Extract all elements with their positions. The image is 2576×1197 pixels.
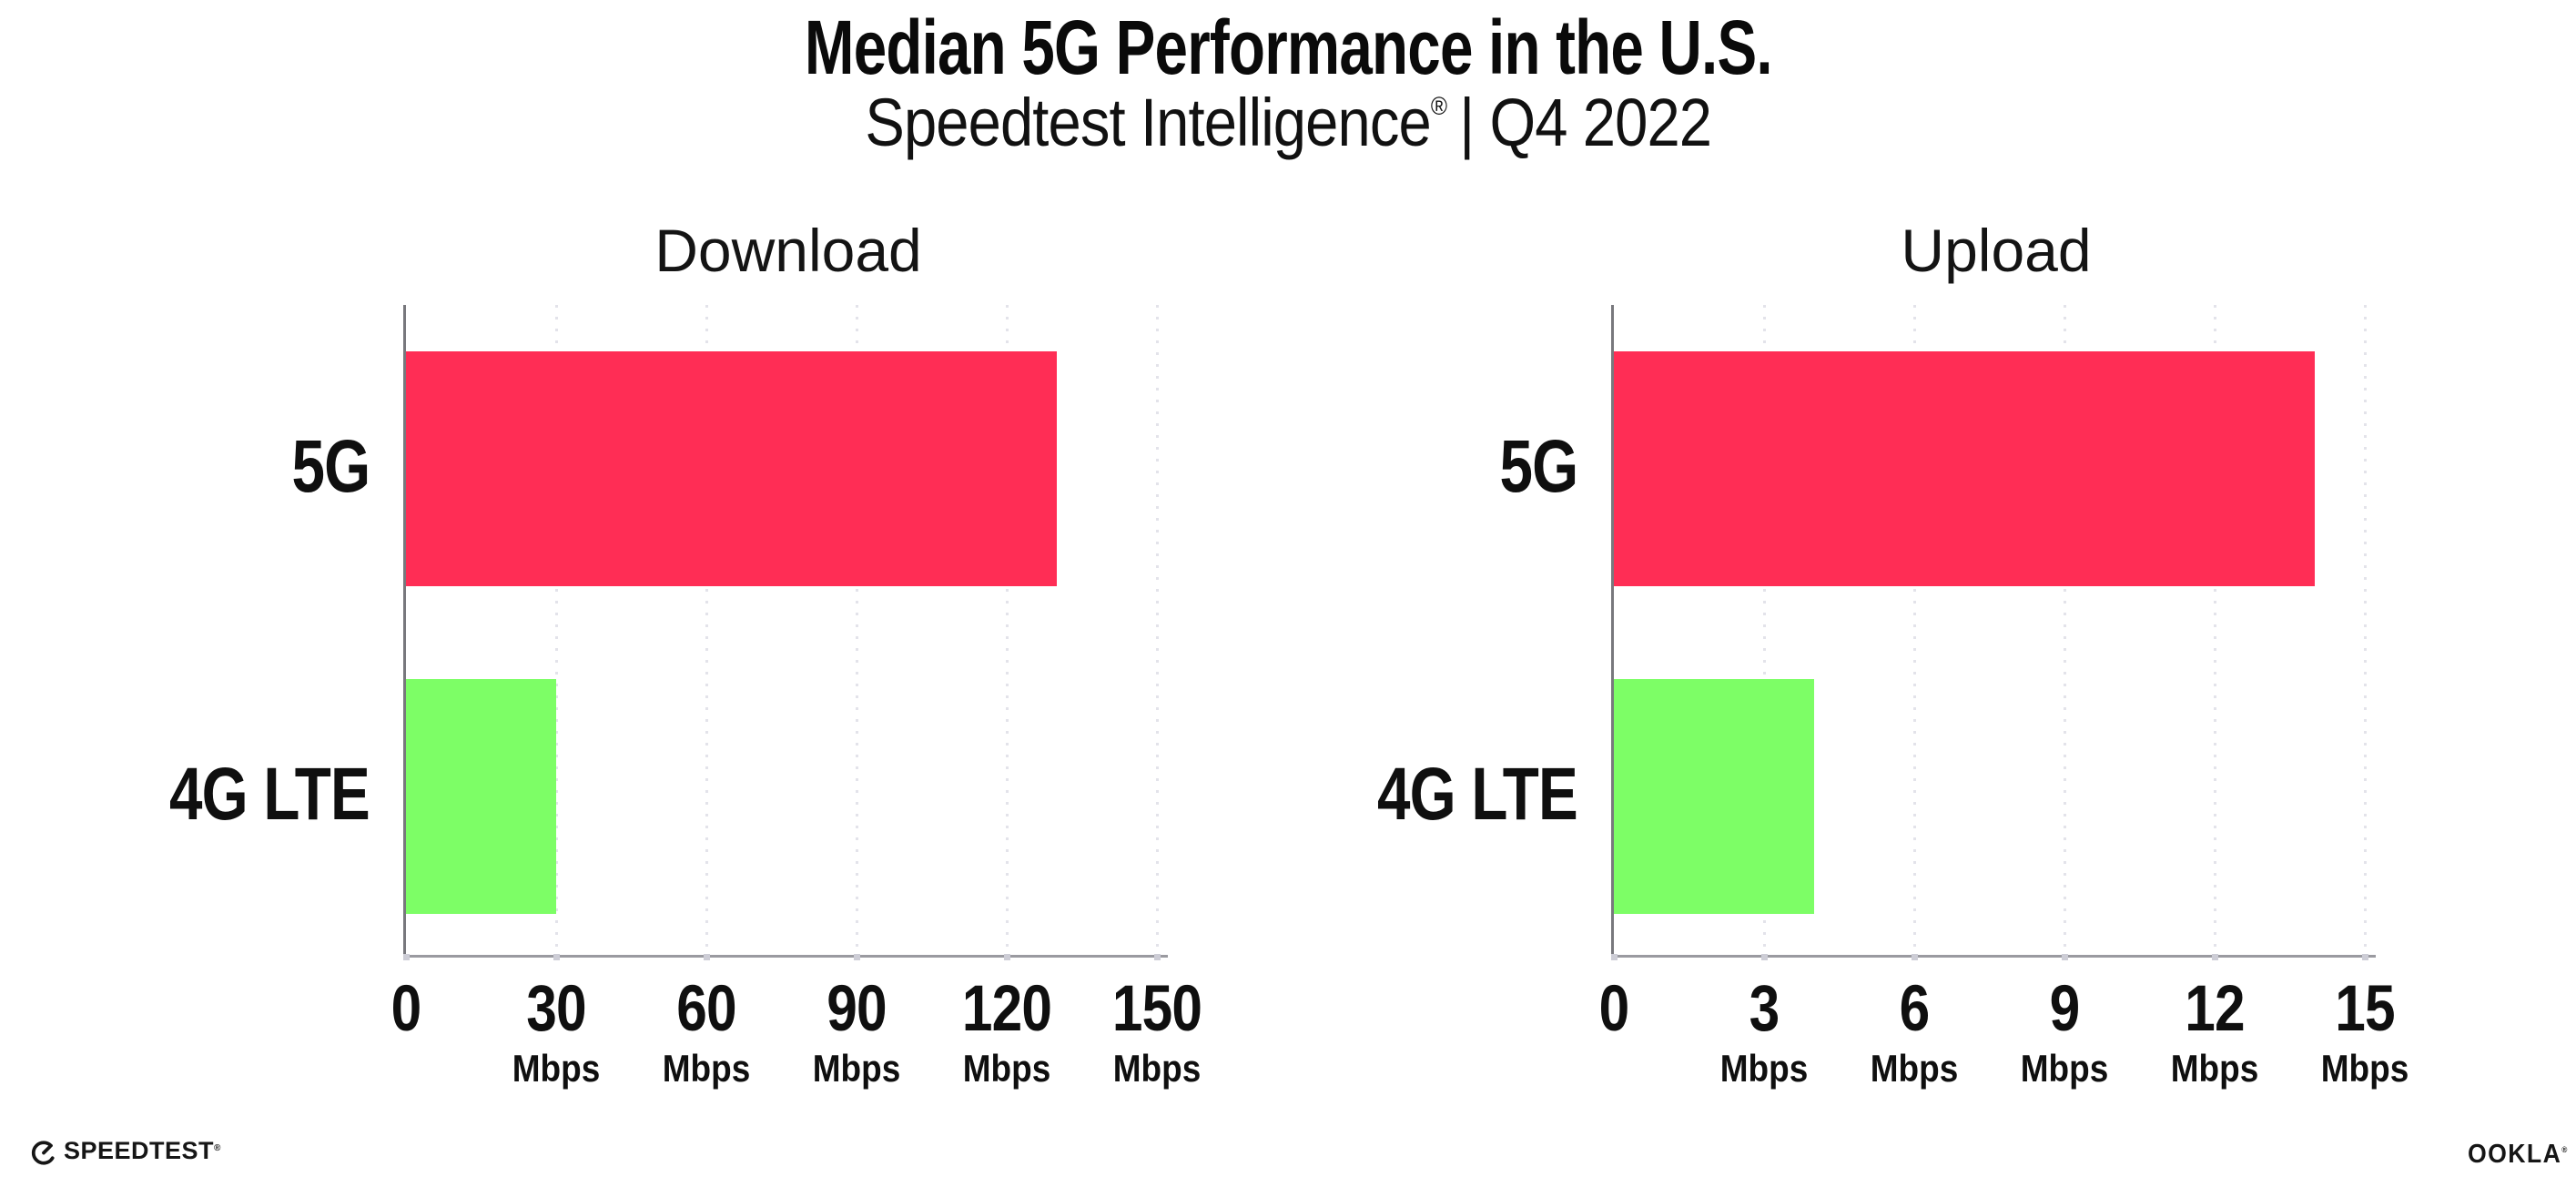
axis-tick-dot-30 — [553, 954, 560, 960]
subtitle-brand: Speedtest Intelligence — [865, 85, 1431, 160]
x-tick-0: 0 — [1597, 977, 1632, 1041]
x-tick-value: 60 — [676, 973, 736, 1045]
ookla-wordmark-text: OOKLA — [2468, 1140, 2562, 1169]
x-tick-90: 90 Mbps — [806, 977, 907, 1088]
subtitle-quarter: | Q4 2022 — [1458, 85, 1712, 160]
bar-5g — [406, 351, 1057, 586]
gridline-9 — [2063, 305, 2066, 955]
x-tick-value: 15 — [2335, 973, 2395, 1045]
x-tick-unit: Mbps — [512, 1047, 601, 1090]
x-tick-value: 0 — [390, 973, 422, 1045]
axis-tick-dot-120 — [1003, 954, 1010, 960]
category-label-4g-lte: 4G LTE — [119, 752, 370, 837]
chart-title-download: Download — [654, 217, 922, 284]
ookla-logo: OOKLA® — [2468, 1140, 2576, 1170]
gridline-3 — [1762, 305, 1766, 955]
category-label-5g: 5G — [272, 424, 370, 510]
bar-4g-lte — [406, 679, 556, 914]
category-label-text: 4G LTE — [1377, 753, 1578, 837]
gridline-120 — [1005, 305, 1009, 955]
gridline-150 — [1155, 305, 1159, 955]
gridline-6 — [1912, 305, 1916, 955]
page-subtitle: Speedtest Intelligence® | Q4 2022 — [0, 84, 2576, 177]
x-tick-120: 120 Mbps — [954, 977, 1059, 1088]
x-tick-60: 60 Mbps — [656, 977, 756, 1088]
x-tick-unit: Mbps — [662, 1047, 751, 1090]
gridline-60 — [705, 305, 708, 955]
axis-tick-dot-6 — [1911, 954, 1918, 960]
x-tick-value: 90 — [827, 973, 887, 1045]
axis-tick-dot-60 — [703, 954, 710, 960]
chart-download: Download 5G 4G LTE 0 30 Mbps 60 Mbps 90 Mbps 120 Mb… — [169, 217, 1202, 1088]
x-tick-unit: Mbps — [1870, 1047, 1959, 1090]
ookla-trademark-icon: ® — [2561, 1145, 2569, 1154]
gridline-30 — [554, 305, 558, 955]
speedtest-logo: SPEEDTEST® — [30, 1137, 221, 1165]
axis-tick-dot-12 — [2211, 954, 2218, 960]
bar-4g-lte — [1614, 679, 1814, 914]
x-tick-15: 15 Mbps — [2315, 977, 2415, 1088]
category-label-text: 5G — [291, 425, 370, 509]
x-tick-unit: Mbps — [2170, 1047, 2259, 1090]
x-tick-value: 12 — [2185, 973, 2245, 1045]
axis-tick-dot-3 — [1760, 954, 1768, 960]
gridline-12 — [2213, 305, 2216, 955]
registered-trademark-icon: ® — [1430, 92, 1447, 120]
axis-tick-dot-0 — [1610, 954, 1618, 960]
x-tick-unit: Mbps — [962, 1047, 1051, 1090]
x-tick-unit: Mbps — [1112, 1047, 1202, 1090]
x-tick-value: 150 — [1111, 973, 1202, 1045]
axis-tick-dot-15 — [2361, 954, 2368, 960]
category-label-4g-lte: 4G LTE — [1327, 752, 1578, 837]
page-title-text: Median 5G Performance in the U.S. — [804, 5, 1773, 90]
x-tick-0: 0 — [389, 977, 424, 1041]
gridline-90 — [855, 305, 858, 955]
chart-title-upload: Upload — [1901, 217, 2092, 284]
x-tick-value: 30 — [526, 973, 586, 1045]
axis-tick-dot-150 — [1153, 954, 1161, 960]
axis-tick-dot-90 — [853, 954, 860, 960]
x-tick-unit: Mbps — [2320, 1047, 2409, 1090]
category-label-text: 4G LTE — [169, 753, 370, 837]
speedtest-gauge-icon — [31, 1140, 56, 1165]
x-tick-unit: Mbps — [2020, 1047, 2109, 1090]
category-label-text: 5G — [1499, 425, 1578, 509]
gridline-15 — [2363, 305, 2367, 955]
x-tick-9: 9 Mbps — [2014, 977, 2115, 1088]
x-tick-value: 120 — [961, 973, 1052, 1045]
page-title: Median 5G Performance in the U.S. — [0, 5, 2576, 89]
speedtest-wordmark: SPEEDTEST® — [64, 1137, 221, 1165]
chart-upload: Upload 5G 4G LTE 0 3 Mbps 6 Mbps 9 Mbps 12 Mbps 15 Mb… — [1377, 217, 2409, 1088]
axis-tick-dot-0 — [402, 954, 410, 960]
x-tick-150: 150 Mbps — [1104, 977, 1209, 1088]
x-tick-12: 12 Mbps — [2165, 977, 2265, 1088]
x-tick-3: 3 Mbps — [1714, 977, 1814, 1088]
x-tick-value: 3 — [1749, 973, 1780, 1045]
x-tick-value: 9 — [2049, 973, 2081, 1045]
page-subtitle-text: Speedtest Intelligence® | Q4 2022 — [865, 84, 1712, 177]
x-tick-value: 0 — [1598, 973, 1630, 1045]
x-tick-6: 6 Mbps — [1864, 977, 1964, 1088]
category-label-5g: 5G — [1480, 424, 1578, 510]
speedtest-wordmark-text: SPEEDTEST — [64, 1137, 215, 1164]
ookla-wordmark: OOKLA® — [2468, 1140, 2569, 1170]
x-tick-unit: Mbps — [812, 1047, 901, 1090]
speedtest-trademark-icon: ® — [214, 1143, 221, 1153]
axis-tick-dot-9 — [2061, 954, 2068, 960]
x-tick-30: 30 Mbps — [506, 977, 606, 1088]
x-tick-value: 6 — [1899, 973, 1931, 1045]
bar-5g — [1614, 351, 2315, 586]
x-tick-unit: Mbps — [1719, 1047, 1809, 1090]
